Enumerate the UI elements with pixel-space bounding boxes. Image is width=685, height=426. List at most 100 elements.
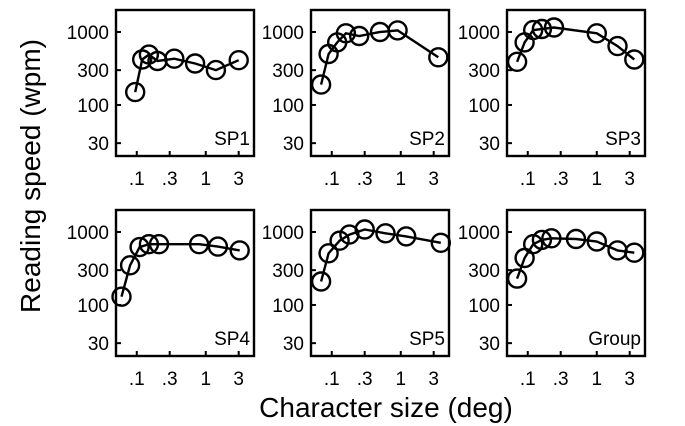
- data-point: [119, 255, 141, 276]
- panel-sp2: 30 100 300 1000 .1 .3 1 3 SP2: [262, 8, 451, 190]
- data-point: [318, 243, 339, 264]
- y-tick-label: 300: [77, 61, 109, 82]
- y-tick-label: 30: [283, 134, 304, 155]
- data-point: [506, 268, 528, 289]
- data-point: [354, 219, 375, 240]
- data-point: [184, 53, 206, 74]
- y-tick-label: 1000: [458, 223, 500, 244]
- series-line: [120, 242, 240, 298]
- y-tick-label: 100: [272, 96, 304, 117]
- data-point: [624, 49, 645, 70]
- y-tick-label: 30: [479, 134, 500, 155]
- x-tick-label: 1: [395, 369, 406, 390]
- x-tick-label: .3: [553, 169, 569, 190]
- y-tick-label: 1000: [458, 23, 500, 44]
- y-tick-label: 1000: [262, 23, 304, 44]
- x-tick-label: .3: [162, 169, 178, 190]
- data-point: [164, 48, 185, 69]
- panel-group: 30 100 300 1000 .1 .3 1 3 Group: [458, 208, 647, 390]
- y-tick-label: 300: [468, 61, 500, 82]
- y-tick-label: 300: [272, 61, 304, 82]
- panel-label: SP1: [214, 129, 250, 150]
- panel-label: Group: [588, 329, 641, 350]
- data-point: [111, 286, 132, 307]
- data-point: [543, 17, 565, 38]
- data-point: [624, 242, 645, 263]
- y-tick-label: 1000: [262, 223, 304, 244]
- data-point: [329, 230, 350, 251]
- x-tick-label: .1: [129, 369, 145, 390]
- data-point: [428, 47, 449, 68]
- panel-label: SP3: [605, 129, 641, 150]
- y-tick-label: 300: [272, 261, 304, 282]
- panel-sp4: 30 100 300 1000 .1 .3 1 3 SP4: [67, 208, 256, 390]
- data-point: [541, 228, 562, 249]
- data-point: [124, 81, 146, 103]
- x-tick-label: 1: [200, 169, 211, 190]
- series-line: [319, 29, 439, 85]
- x-axis-title: Character size (deg): [259, 392, 513, 423]
- x-tick-label: 3: [233, 169, 244, 190]
- x-tick-label: .3: [553, 369, 569, 390]
- y-tick-label: 300: [77, 261, 109, 282]
- y-tick-label: 100: [272, 296, 304, 317]
- x-tick-label: 1: [591, 369, 602, 390]
- y-tick-label: 100: [468, 296, 500, 317]
- panel-label: SP5: [409, 329, 445, 350]
- x-tick-label: 3: [428, 369, 439, 390]
- panel-sp3: 30 100 300 1000 .1 .3 1 3 SP3: [458, 8, 647, 190]
- x-tick-label: .1: [520, 369, 536, 390]
- data-point: [565, 228, 587, 250]
- data-point: [138, 233, 160, 255]
- data-point: [430, 232, 451, 254]
- y-tick-label: 30: [88, 134, 109, 155]
- x-tick-label: .1: [324, 369, 340, 390]
- data-point: [531, 229, 553, 251]
- data-point: [335, 23, 357, 44]
- panel-label: SP2: [409, 129, 445, 150]
- data-point: [375, 223, 396, 244]
- y-tick-label: 30: [479, 334, 500, 355]
- x-tick-label: 1: [200, 369, 211, 390]
- series-line: [515, 26, 636, 63]
- x-tick-label: .3: [357, 369, 373, 390]
- data-point: [607, 35, 628, 57]
- x-tick-label: 3: [624, 369, 635, 390]
- panel-sp1: 30 100 300 1000 .1 .3 1 3 SP1: [67, 8, 256, 190]
- y-tick-label: 300: [468, 261, 500, 282]
- x-tick-label: .1: [520, 169, 536, 190]
- data-point: [207, 236, 229, 257]
- data-point: [387, 20, 408, 41]
- x-tick-label: 1: [591, 169, 602, 190]
- x-tick-label: .1: [324, 169, 340, 190]
- data-point: [396, 226, 417, 247]
- x-tick-label: 3: [233, 369, 244, 390]
- panel-sp5: 30 100 300 1000 .1 .3 1 3 SP5: [262, 208, 451, 390]
- data-point: [310, 271, 332, 292]
- data-point: [228, 50, 249, 71]
- data-point: [310, 74, 332, 95]
- x-tick-label: 1: [395, 169, 406, 190]
- data-point: [229, 240, 250, 261]
- y-tick-label: 1000: [67, 23, 109, 44]
- data-point: [349, 25, 370, 47]
- y-tick-label: 30: [283, 334, 304, 355]
- data-point: [129, 236, 150, 258]
- x-tick-label: 3: [624, 169, 635, 190]
- y-tick-label: 1000: [67, 223, 109, 244]
- y-tick-label: 100: [468, 96, 500, 117]
- data-point: [523, 19, 544, 41]
- panel-frame: [114, 208, 256, 358]
- data-point: [506, 51, 528, 72]
- x-tick-label: 3: [428, 169, 439, 190]
- data-point: [148, 233, 170, 255]
- data-point: [531, 18, 553, 40]
- data-point: [586, 23, 607, 44]
- x-tick-label: .3: [162, 369, 178, 390]
- y-tick-label: 100: [77, 296, 109, 317]
- y-tick-label: 100: [77, 96, 109, 117]
- data-point: [586, 231, 607, 252]
- x-tick-label: .1: [129, 169, 145, 190]
- x-tick-label: .3: [357, 169, 373, 190]
